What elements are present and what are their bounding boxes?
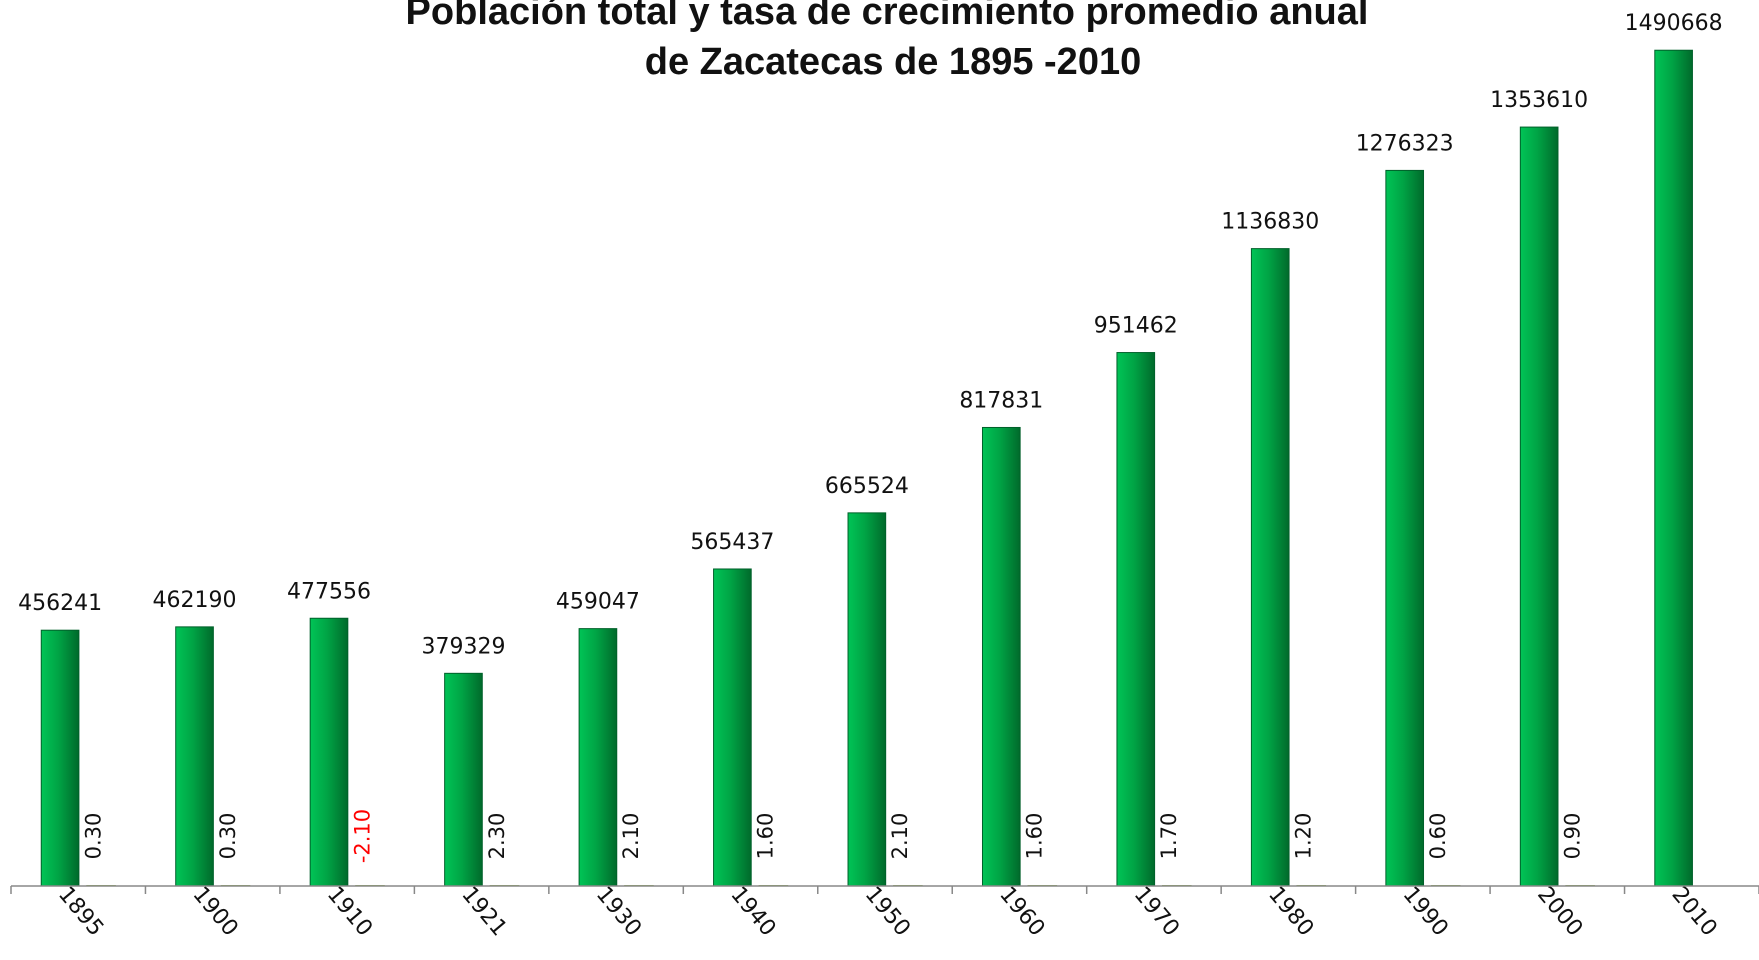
rate-label: 0.30 xyxy=(216,813,240,860)
rate-label: 2.10 xyxy=(888,813,912,860)
bar xyxy=(981,426,1021,887)
x-tick-label: 2000 xyxy=(1532,882,1587,941)
value-label: 665524 xyxy=(825,474,909,499)
rate-label: 2.30 xyxy=(485,813,509,860)
x-tick-label: 1930 xyxy=(591,882,646,941)
value-label: 1490668 xyxy=(1625,11,1723,36)
x-tick-label: 1900 xyxy=(188,882,243,941)
bar xyxy=(175,626,214,887)
value-label: 951462 xyxy=(1094,314,1178,339)
bar xyxy=(444,672,483,887)
value-label: 462190 xyxy=(153,588,237,613)
x-tick-label: 1940 xyxy=(725,882,780,941)
x-tick-label: 1921 xyxy=(456,882,511,941)
x-tick-label: 1910 xyxy=(322,882,377,941)
value-label: 477556 xyxy=(287,579,371,604)
value-label: 379329 xyxy=(421,634,505,659)
x-tick-label: 1950 xyxy=(860,882,915,941)
bar xyxy=(1250,248,1290,887)
rate-label: 0.90 xyxy=(1560,813,1584,860)
x-tick-label: 2010 xyxy=(1667,882,1722,941)
rate-label: 2.10 xyxy=(619,813,643,860)
x-tick-label: 1895 xyxy=(53,882,108,941)
chart-title: de Zacatecas de 1895 -2010 xyxy=(645,41,1141,83)
x-tick-label: 1980 xyxy=(1263,882,1318,941)
bar xyxy=(1519,126,1559,887)
chart-title: Población total y tasa de crecimiento pr… xyxy=(406,0,1369,33)
bar xyxy=(713,568,752,887)
value-label: 1276323 xyxy=(1356,131,1454,156)
x-tick-label: 1990 xyxy=(1398,882,1453,941)
rate-label: 1.70 xyxy=(1157,813,1181,860)
value-label: 565437 xyxy=(690,530,774,555)
value-label: 1136830 xyxy=(1221,210,1319,235)
value-label: 817831 xyxy=(959,388,1043,413)
rate-label: 1.60 xyxy=(1023,813,1047,860)
bar xyxy=(40,629,80,887)
bar xyxy=(847,512,887,887)
x-tick-label: 1970 xyxy=(1129,882,1184,941)
value-label: 1353610 xyxy=(1490,88,1588,113)
rate-label: -2.10 xyxy=(350,809,374,863)
rate-label: 0.30 xyxy=(81,813,105,860)
bar xyxy=(309,617,349,887)
value-label: 459047 xyxy=(556,590,640,615)
value-label: 456241 xyxy=(18,591,102,616)
bar xyxy=(1654,49,1693,887)
rate-label: 1.60 xyxy=(754,813,778,860)
rate-label: 0.60 xyxy=(1426,813,1450,860)
x-tick-label: 1960 xyxy=(994,882,1049,941)
rate-label: 1.20 xyxy=(1292,813,1316,860)
bar xyxy=(1385,169,1425,887)
bar xyxy=(578,628,618,887)
bar xyxy=(1116,352,1156,887)
